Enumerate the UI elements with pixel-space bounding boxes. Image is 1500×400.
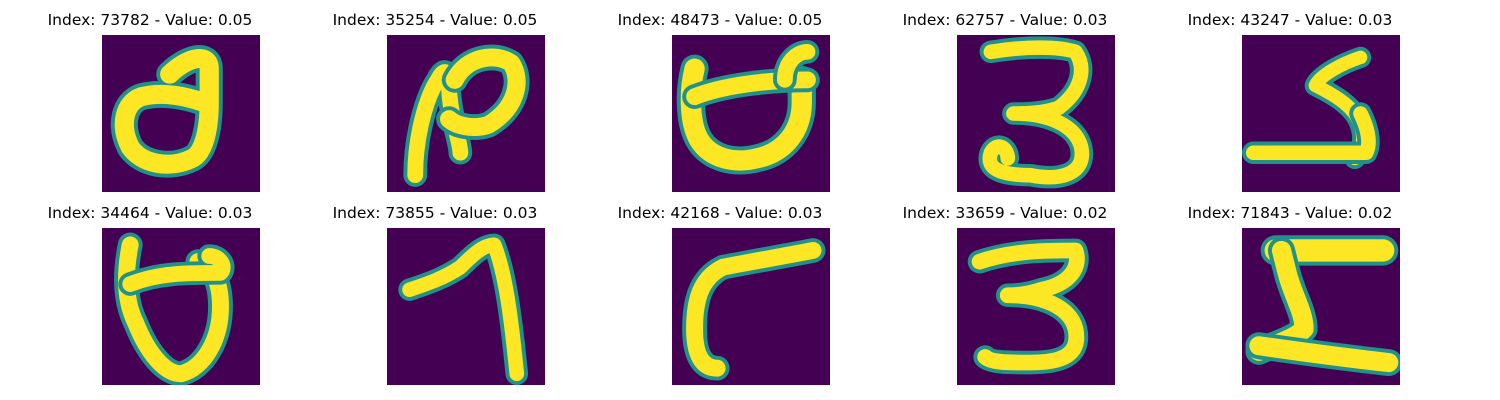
stroke-core (122, 248, 231, 292)
panel-title: Index: 48473 - Value: 0.05 (617, 11, 823, 29)
stroke-core (1249, 336, 1399, 373)
panel-title: Index: 73855 - Value: 0.03 (332, 204, 538, 222)
image-panel: Index: 48473 - Value: 0.05 (570, 0, 870, 192)
stroke-core (680, 58, 812, 171)
stroke-core (402, 237, 525, 382)
image-panel: Index: 73855 - Value: 0.03 (285, 193, 585, 385)
image-panel: Index: 35254 - Value: 0.05 (285, 0, 585, 192)
panel-title: Index: 43247 - Value: 0.03 (1187, 11, 1393, 29)
digit-image (1242, 228, 1400, 385)
panel-title: Index: 34464 - Value: 0.03 (47, 204, 253, 222)
digit-image (1242, 35, 1400, 192)
stroke-core (982, 40, 1090, 185)
digit-image (957, 228, 1115, 385)
stroke-core (1245, 106, 1376, 161)
digit-image (387, 228, 545, 385)
panel-title: Index: 35254 - Value: 0.05 (332, 11, 538, 29)
stroke-core (114, 49, 219, 174)
panel-title: Index: 42168 - Value: 0.03 (617, 204, 823, 222)
digit-image (672, 35, 830, 192)
panel-title: Index: 33659 - Value: 0.02 (902, 204, 1108, 222)
image-panel: Index: 73782 - Value: 0.05 (0, 0, 300, 192)
digit-image (102, 228, 260, 385)
image-background (1242, 35, 1400, 192)
digit-image (387, 35, 545, 192)
digit-image (102, 35, 260, 192)
digit-image (957, 35, 1115, 192)
image-panel: Index: 42168 - Value: 0.03 (570, 193, 870, 385)
image-panel: Index: 62757 - Value: 0.03 (855, 0, 1155, 192)
digit-image (672, 228, 830, 385)
stroke-core (776, 43, 816, 88)
image-panel: Index: 33659 - Value: 0.02 (855, 193, 1155, 385)
panel-title: Index: 62757 - Value: 0.03 (902, 11, 1108, 29)
stroke-core (971, 242, 1085, 371)
stroke-core (440, 48, 526, 136)
stroke-core (118, 236, 229, 383)
panel-title: Index: 71843 - Value: 0.02 (1187, 204, 1393, 222)
stroke-core (686, 242, 822, 377)
panel-title: Index: 73782 - Value: 0.05 (47, 11, 253, 29)
image-panel: Index: 71843 - Value: 0.02 (1140, 193, 1440, 385)
image-panel: Index: 34464 - Value: 0.03 (0, 193, 300, 385)
image-panel: Index: 43247 - Value: 0.03 (1140, 0, 1440, 192)
